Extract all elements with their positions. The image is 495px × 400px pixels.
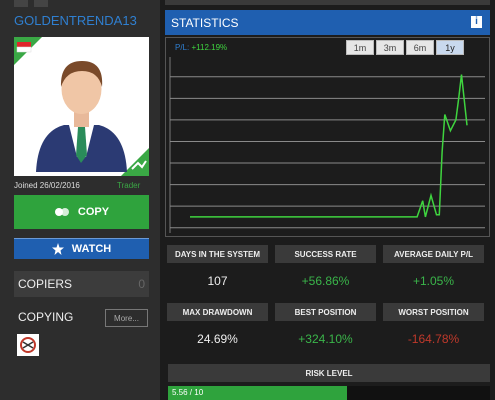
stat-label: MAX DRAWDOWN — [167, 303, 268, 321]
stat-value: 24.69% — [197, 332, 238, 346]
copy-button[interactable]: COPY — [14, 195, 149, 229]
stat-value: +324.10% — [298, 332, 353, 346]
stat-value: +1.05% — [412, 274, 455, 288]
period-button[interactable]: 1m — [346, 40, 374, 55]
stat-label: SUCCESS RATE — [275, 245, 376, 263]
stat-label: AVERAGE DAILY P/L — [383, 245, 484, 263]
watch-label: WATCH — [71, 243, 112, 255]
copied-trader-icon[interactable] — [17, 334, 39, 356]
risk-bar: 5.56 / 10 — [168, 386, 490, 400]
info-icon[interactable]: i — [471, 16, 482, 28]
pl-value: +112.19% — [191, 43, 228, 52]
joined-date: Joined 26/02/2016 — [14, 181, 80, 190]
stat-value: +56.86% — [301, 274, 350, 288]
copying-label: COPYING — [18, 310, 74, 324]
period-button[interactable]: 3m — [376, 40, 404, 55]
copiers-count: 0 — [138, 277, 145, 291]
pl-summary: P/L: +112.19% — [175, 43, 227, 52]
risk-value: 5.56 / 10 — [172, 388, 204, 397]
avatar — [14, 37, 149, 176]
stat-value: -164.78% — [407, 332, 460, 346]
risk-fill — [168, 386, 348, 400]
nav-icons — [14, 0, 48, 7]
username: GOLDENTRENDA13 — [14, 13, 137, 28]
pl-chart — [165, 37, 490, 237]
copy-label: COPY — [77, 206, 110, 218]
more-button[interactable]: More... — [105, 309, 148, 327]
copiers-box: COPIERS 0 — [14, 271, 149, 297]
role: Trader — [117, 181, 141, 190]
tab-strip — [165, 0, 490, 5]
statistics-title: STATISTICS — [171, 16, 239, 30]
copy-icon — [54, 208, 69, 216]
period-button[interactable]: 1y — [436, 40, 464, 55]
copiers-label: COPIERS — [18, 277, 73, 291]
period-button[interactable]: 6m — [406, 40, 434, 55]
stat-label: DAYS IN THE SYSTEM — [167, 245, 268, 263]
stat-label: WORST POSITION — [383, 303, 484, 321]
statistics-header: STATISTICS i — [165, 10, 490, 35]
watch-icon — [51, 243, 64, 255]
stat-label: BEST POSITION — [275, 303, 376, 321]
watch-button[interactable]: WATCH — [14, 238, 149, 259]
pl-line — [190, 74, 468, 218]
pl-label: P/L: — [175, 43, 190, 52]
stat-value: 107 — [207, 274, 228, 288]
risk-header: RISK LEVEL — [168, 364, 490, 382]
